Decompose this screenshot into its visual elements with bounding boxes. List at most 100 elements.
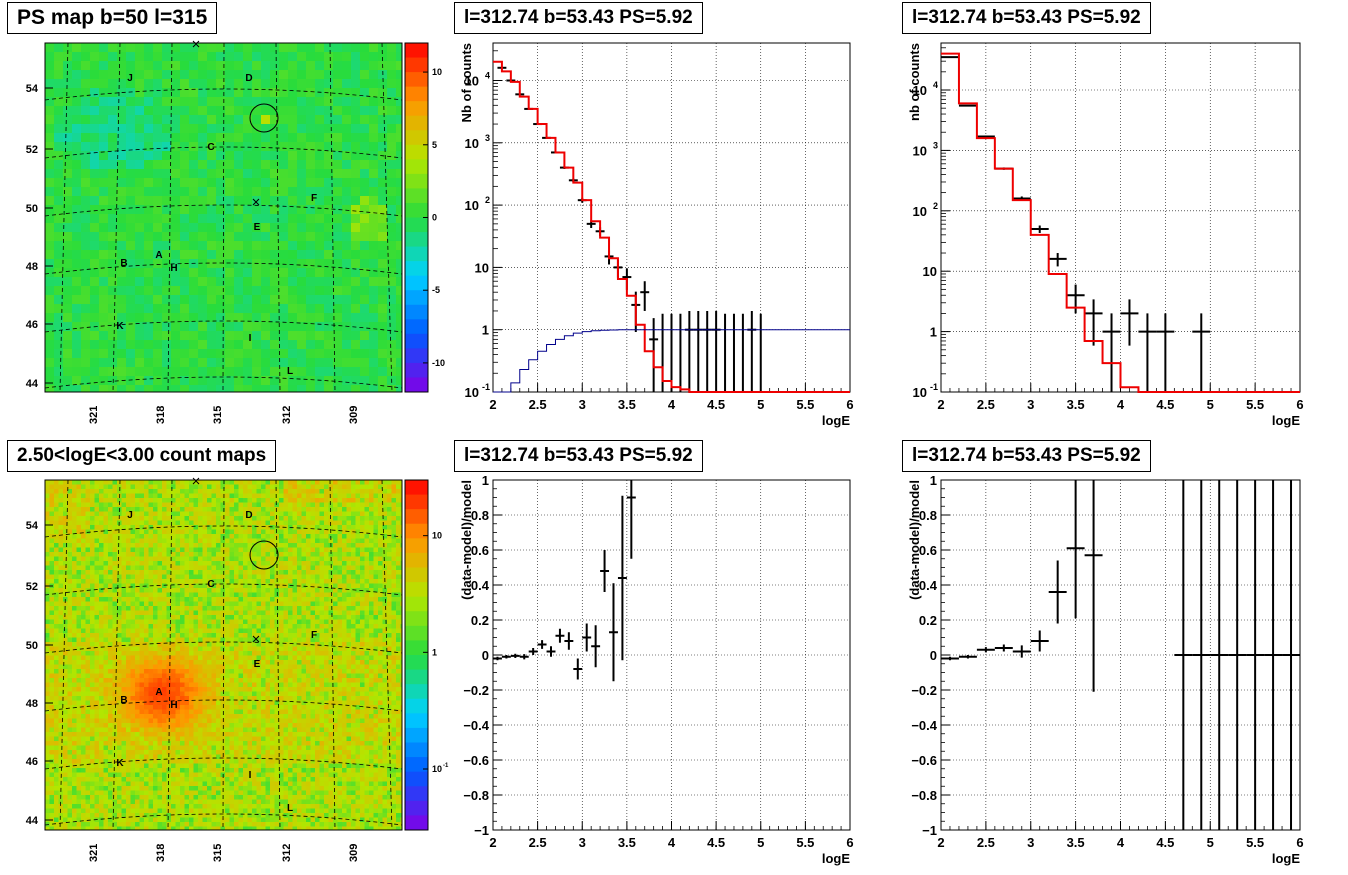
map-y-tick-label: 50 bbox=[26, 203, 38, 215]
x-tick-label: 5.5 bbox=[796, 835, 814, 850]
map-marker-j: J bbox=[127, 73, 133, 84]
x-tick-label: 2.5 bbox=[529, 397, 547, 412]
spectrum-title: l=312.74 b=53.43 PS=5.92 bbox=[454, 2, 703, 34]
y-tick-exponent: 3 bbox=[933, 140, 938, 150]
palette-bin bbox=[405, 57, 428, 73]
source-circle bbox=[249, 540, 279, 570]
y-tick-label: −1 bbox=[474, 823, 489, 838]
y-tick-exponent: 2 bbox=[933, 201, 938, 211]
sky-map-0 bbox=[44, 40, 429, 393]
palette-bin bbox=[405, 43, 428, 59]
map-marker-h: H bbox=[170, 263, 177, 274]
y-tick-label: 10 bbox=[913, 385, 927, 400]
map-marker-l: L bbox=[287, 366, 293, 377]
map-x-tick-label: 315 bbox=[212, 406, 224, 424]
x-tick-label: 3 bbox=[579, 397, 586, 412]
y-tick-label: 0.6 bbox=[919, 543, 937, 558]
y-tick-label: 0.6 bbox=[471, 543, 489, 558]
chart-2 bbox=[492, 479, 851, 831]
y-tick-label: 1 bbox=[930, 473, 937, 488]
y-tick-label: 10 bbox=[465, 136, 479, 151]
x-tick-label: 3 bbox=[1027, 835, 1034, 850]
palette-label-exponent: -1 bbox=[443, 763, 449, 769]
model-step-line bbox=[493, 60, 850, 393]
map-longitude-line bbox=[112, 479, 121, 831]
palette-bin bbox=[405, 202, 428, 218]
map-longitude-line bbox=[329, 479, 336, 831]
y-tick-label: 0 bbox=[930, 648, 937, 663]
palette-bin bbox=[405, 713, 428, 729]
y-axis-label: (data-model)/model bbox=[907, 480, 922, 600]
map-longitude-line bbox=[59, 42, 69, 393]
y-tick-label: −0.6 bbox=[911, 753, 937, 768]
y-axis-label: Nb of counts bbox=[459, 43, 474, 122]
x-tick-label: 2 bbox=[489, 397, 496, 412]
palette-bin bbox=[405, 217, 428, 233]
map-marker-b: B bbox=[120, 258, 127, 269]
y-tick-label: 10 bbox=[465, 74, 479, 89]
palette-bin bbox=[405, 275, 428, 291]
count-map-title: 2.50<logE<3.00 count maps bbox=[7, 440, 277, 472]
palette-bin bbox=[405, 290, 428, 306]
x-tick-label: 5.5 bbox=[796, 397, 814, 412]
x-tick-label: 6 bbox=[1296, 835, 1303, 850]
map-marker-e: E bbox=[254, 222, 261, 233]
map-latitude-line bbox=[44, 525, 403, 538]
palette-bin bbox=[405, 582, 428, 598]
map-latitude-line bbox=[44, 88, 403, 101]
x-tick-label: 6 bbox=[846, 397, 853, 412]
map-marker-k: K bbox=[116, 321, 124, 332]
map-y-tick-label: 54 bbox=[26, 520, 39, 532]
map-latitude-line bbox=[44, 376, 403, 389]
palette-frame bbox=[404, 479, 429, 831]
ps-map-title: PS map b=50 l=315 bbox=[7, 2, 218, 34]
palette-bin bbox=[405, 596, 428, 612]
y-tick-label: −0.4 bbox=[463, 718, 489, 733]
map-y-tick-label: 52 bbox=[26, 581, 38, 593]
palette-bin bbox=[405, 771, 428, 787]
palette-bin bbox=[405, 72, 428, 88]
palette-bin bbox=[405, 319, 428, 335]
x-tick-label: 3.5 bbox=[618, 397, 636, 412]
map-marker-c: C bbox=[207, 142, 214, 153]
map-marker-a: A bbox=[155, 687, 162, 698]
map-marker-f: F bbox=[311, 630, 317, 641]
y-tick-label: 10 bbox=[475, 260, 489, 275]
palette-bin bbox=[405, 362, 428, 378]
chart-3 bbox=[940, 479, 1301, 831]
palette-bin bbox=[405, 232, 428, 248]
y-tick-label: −0.6 bbox=[463, 753, 489, 768]
spectrum-rebinned-title: l=312.74 b=53.43 PS=5.92 bbox=[902, 2, 1151, 34]
x-tick-label: 5 bbox=[757, 835, 764, 850]
map-x-tick-label: 309 bbox=[348, 406, 360, 424]
map-longitude-line bbox=[275, 479, 281, 831]
x-tick-label: 4 bbox=[668, 397, 676, 412]
palette-bin bbox=[405, 86, 428, 102]
x-tick-label: 4 bbox=[1117, 397, 1125, 412]
map-y-tick-label: 48 bbox=[26, 698, 38, 710]
map-marker-f: F bbox=[311, 193, 317, 204]
x-tick-label: 2 bbox=[489, 835, 496, 850]
y-tick-exponent: -1 bbox=[930, 382, 938, 392]
palette-bin bbox=[405, 304, 428, 320]
map-frame bbox=[44, 479, 403, 831]
map-marker-d: D bbox=[245, 73, 252, 84]
palette-bin bbox=[405, 567, 428, 583]
palette-label: 10 bbox=[432, 531, 442, 541]
x-tick-label: 2.5 bbox=[977, 397, 995, 412]
y-tick-exponent: 4 bbox=[933, 80, 938, 90]
map-y-tick-label: 48 bbox=[26, 261, 38, 273]
map-marker-j: J bbox=[127, 510, 133, 521]
y-tick-label: 1 bbox=[482, 473, 489, 488]
x-tick-label: 2.5 bbox=[529, 835, 547, 850]
map-x-tick-label: 318 bbox=[155, 844, 167, 862]
x-tick-label: 5 bbox=[1207, 835, 1214, 850]
y-tick-label: 0.8 bbox=[919, 508, 937, 523]
y-tick-label: 10 bbox=[465, 385, 479, 400]
map-marker-a: A bbox=[155, 250, 162, 261]
y-tick-label: 10 bbox=[923, 264, 937, 279]
palette-bin bbox=[405, 669, 428, 685]
map-x-tick-label: 318 bbox=[155, 406, 167, 424]
model-step-line bbox=[941, 52, 1300, 393]
palette-bin bbox=[405, 655, 428, 671]
